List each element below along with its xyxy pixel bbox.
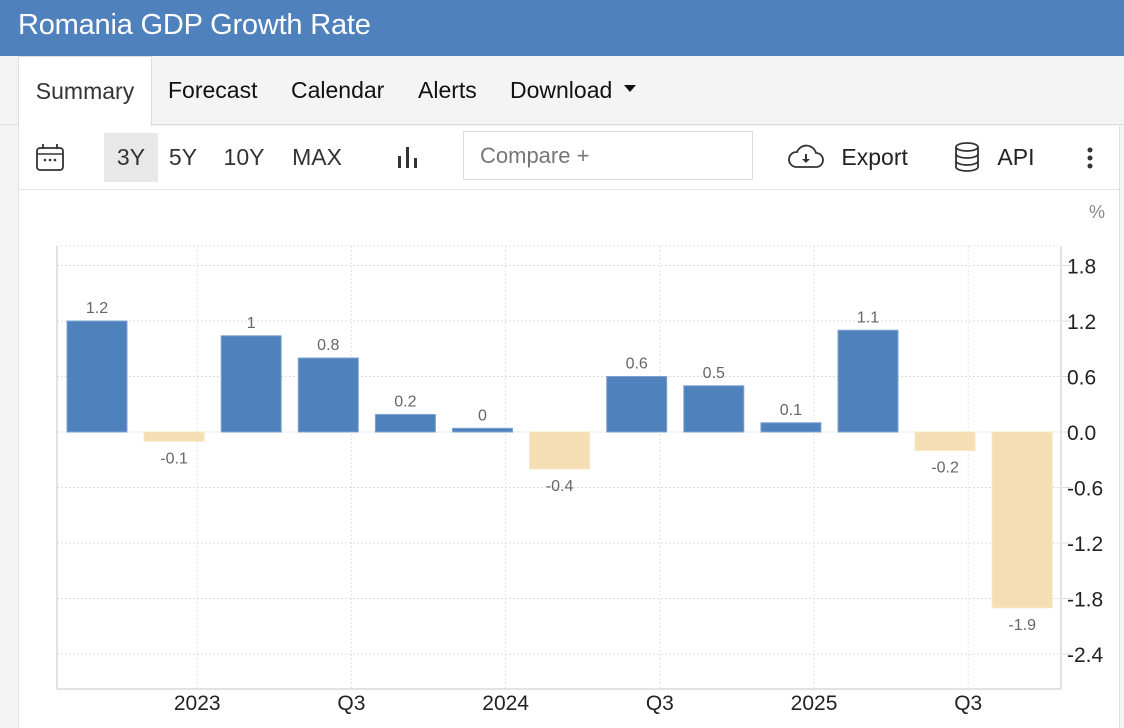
bar[interactable]	[529, 431, 591, 470]
y-tick-label: 0.6	[1067, 367, 1096, 390]
data-label: 1.2	[86, 300, 108, 317]
bar[interactable]	[220, 335, 282, 433]
chart-card: 3Y 5Y 10Y MAX Export	[18, 126, 1120, 728]
x-tick-label: 2025	[791, 692, 838, 715]
tab-forecast-label: Forecast	[168, 77, 258, 103]
bar[interactable]	[837, 329, 899, 433]
range-max-label: MAX	[292, 144, 342, 170]
x-tick-label: 2023	[174, 692, 221, 715]
range-5y-label: 5Y	[168, 144, 198, 170]
grid-lines	[56, 245, 1062, 690]
page-header: Romania GDP Growth Rate	[0, 0, 1124, 56]
data-label: 0.8	[317, 337, 339, 354]
x-tick-label: 2024	[482, 692, 529, 715]
tab-bar: Summary Forecast Calendar Alerts Downloa…	[0, 56, 1124, 126]
api-button[interactable]: API	[953, 126, 1034, 189]
x-tick-label: Q3	[646, 692, 674, 715]
data-label: 0.5	[703, 365, 725, 382]
tab-calendar-label: Calendar	[291, 77, 385, 103]
data-label: -0.1	[160, 450, 188, 467]
tab-download-label: Download	[510, 77, 613, 103]
bar[interactable]	[143, 431, 205, 442]
page-title: Romania GDP Growth Rate	[18, 9, 371, 41]
range-max[interactable]: MAX	[285, 133, 349, 182]
range-10y-label: 10Y	[223, 144, 265, 170]
range-5y[interactable]: 5Y	[161, 133, 205, 182]
bar[interactable]	[606, 376, 668, 433]
data-label: 0.6	[626, 356, 648, 373]
data-label: 1	[247, 315, 256, 332]
range-3y[interactable]: 3Y	[104, 133, 158, 182]
bars	[66, 320, 1053, 609]
export-button[interactable]: Export	[787, 126, 908, 189]
bar[interactable]	[991, 431, 1053, 609]
api-label: API	[997, 144, 1035, 170]
chart-type-button[interactable]	[395, 144, 421, 172]
tab-summary-label: Summary	[35, 78, 135, 104]
bar-chart: 1.2-0.110.80.20-0.40.60.50.11.1-0.2-1.9 …	[56, 245, 1104, 715]
export-label: Export	[841, 144, 908, 170]
y-tick-label: -1.8	[1067, 589, 1103, 612]
bar[interactable]	[683, 385, 745, 433]
y-tick-label: -0.6	[1067, 478, 1103, 501]
data-label: 0.1	[780, 402, 802, 419]
bar[interactable]	[452, 427, 513, 433]
tab-alerts-label: Alerts	[418, 77, 477, 103]
bar[interactable]	[914, 431, 976, 451]
tab-calendar[interactable]: Calendar	[291, 56, 384, 124]
compare-input[interactable]	[463, 131, 753, 180]
range-3y-label: 3Y	[116, 144, 146, 170]
data-label: 1.1	[857, 309, 879, 326]
tab-forecast[interactable]: Forecast	[168, 56, 257, 124]
data-label: 0	[478, 407, 487, 424]
y-tick-label: -2.4	[1067, 644, 1104, 667]
range-10y[interactable]: 10Y	[217, 133, 271, 182]
chart-toolbar: 3Y 5Y 10Y MAX Export	[19, 126, 1119, 190]
database-icon	[955, 142, 979, 172]
bar[interactable]	[374, 413, 436, 433]
data-labels: 1.2 -0.1 1 0.8 0.2 0 -0.4 0.6 0.5 0.1 1.1 -0.2 -1.9	[86, 300, 1036, 634]
x-tick-label: Q3	[954, 692, 982, 715]
caret-down-icon	[624, 85, 637, 93]
x-axis: 2023 Q3 2024 Q3 2025 Q3	[174, 692, 982, 715]
data-label: 0.2	[394, 393, 416, 410]
data-label: -0.4	[546, 478, 574, 495]
calendar-icon	[36, 144, 64, 171]
y-tick-label: 1.2	[1067, 311, 1096, 334]
x-tick-label: Q3	[337, 692, 365, 715]
tab-alerts[interactable]: Alerts	[418, 56, 477, 124]
bar-chart-icon	[398, 147, 417, 168]
cloud-download-icon	[788, 144, 824, 168]
data-label: -1.9	[1008, 617, 1036, 634]
calendar-button[interactable]	[35, 142, 65, 174]
more-options-button[interactable]	[1083, 144, 1097, 172]
data-label: -0.2	[931, 460, 959, 477]
tab-summary[interactable]: Summary	[18, 56, 152, 126]
tab-download[interactable]: Download	[510, 56, 637, 124]
bar[interactable]	[760, 422, 822, 433]
y-tick-label: 0.0	[1067, 422, 1096, 445]
y-tick-label: 1.8	[1067, 256, 1096, 279]
bar[interactable]	[297, 357, 359, 433]
bar[interactable]	[66, 320, 128, 433]
unit-label: %	[1088, 202, 1105, 222]
y-tick-label: -1.2	[1067, 533, 1103, 556]
y-axis: 1.8 1.2 0.6 0.0 -0.6 -1.2 -1.8 -2.4	[1061, 256, 1104, 667]
more-vertical-icon	[1087, 147, 1093, 169]
